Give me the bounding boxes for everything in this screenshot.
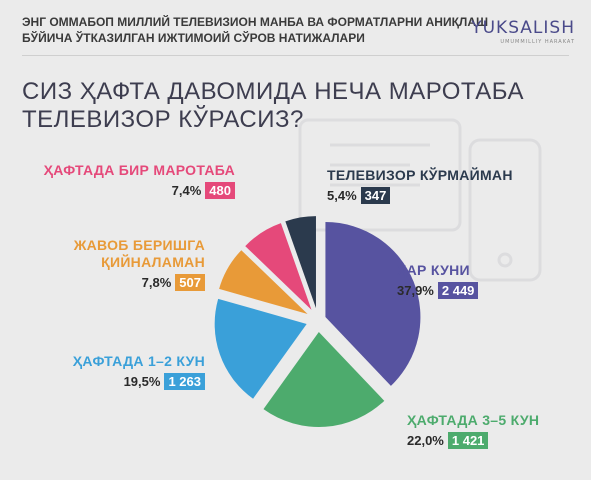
background-decor-icon [298,118,542,282]
pie-slice-once-a-week [245,223,312,310]
slice-label-line-1: ЖАВОБ БЕРИШГА [73,237,205,253]
question-line-1: СИЗ ҲАФТА ДАВОМИДА НЕЧА МАРОТАБА [22,78,524,105]
slice-label: ҲАФТАДА 3–5 КУН [407,412,540,428]
pie-slice-daily [325,222,421,386]
logo-subtext: UMUMMILLIY HARAKAT [500,39,575,45]
slice-count: 480 [205,182,235,199]
pie-slice-no-tv [285,216,316,309]
pie-slice-hard-to-answer [219,250,308,315]
pie-slice-one-two [214,298,307,399]
survey-header: ЭНГ ОММАБОП МИЛЛИЙ ТЕЛЕВИЗИОН МАНБА ВА Ф… [22,14,488,46]
slice-percent: 19,5% [123,374,161,389]
slice-label-line-2: ҚИЙНАЛАМАН [101,254,205,270]
slice-label: ҲАФТАДА БИР МАРОТАБА [43,162,235,178]
slice-label: ҲАФТАДА 1–2 КУН [72,353,205,369]
label-one-two: ҲАФТАДА 1–2 КУН 19,5% 1 263 [73,353,205,390]
slice-label: ТЕЛЕВИЗОР КЎРМАЙМАН [327,167,513,183]
slice-percent: 7,8% [141,275,172,290]
slice-label: ҲАР КУНИ [397,262,470,278]
slice-percent: 7,4% [171,183,202,198]
logo-text: YUKSALISH [471,18,575,38]
yuksalish-logo: YUKSALISH UMUMMILLIY HARAKAT [471,18,575,45]
label-three-five: ҲАФТАДА 3–5 КУН 22,0% 1 421 [407,412,539,449]
label-once-a-week: ҲАФТАДА БИР МАРОТАБА 7,4% 480 [44,162,235,199]
slice-count: 2 449 [437,282,479,299]
label-daily: ҲАР КУНИ 37,9% 2 449 [397,262,479,299]
slice-percent: 5,4% [327,188,357,203]
survey-question: СИЗ ҲАФТА ДАВОМИДА НЕЧА МАРОТАБА ТЕЛЕВИЗ… [22,78,524,134]
header-line-1: ЭНГ ОММАБОП МИЛЛИЙ ТЕЛЕВИЗИОН МАНБА ВА Ф… [22,15,489,29]
label-no-tv: ТЕЛЕВИЗОР КЎРМАЙМАН 5,4% 347 [327,167,513,204]
header-divider [22,55,569,56]
question-line-2: ТЕЛЕВИЗОР КЎРАСИЗ? [22,106,304,133]
slice-count: 1 263 [164,373,205,390]
header-line-2: БЎЙИЧА ЎТКАЗИЛГАН ИЖТИМОИЙ СЎРОВ НАТИЖАЛ… [22,31,365,45]
slice-percent: 22,0% [407,433,444,448]
slice-count: 347 [360,187,391,204]
slice-count: 507 [175,274,205,291]
slice-count: 1 421 [447,432,489,449]
label-hard-to-answer: ЖАВОБ БЕРИШГА ҚИЙНАЛАМАН 7,8% 507 [74,237,205,291]
pie-slice-three-five [263,331,385,427]
slice-percent: 37,9% [397,283,434,298]
